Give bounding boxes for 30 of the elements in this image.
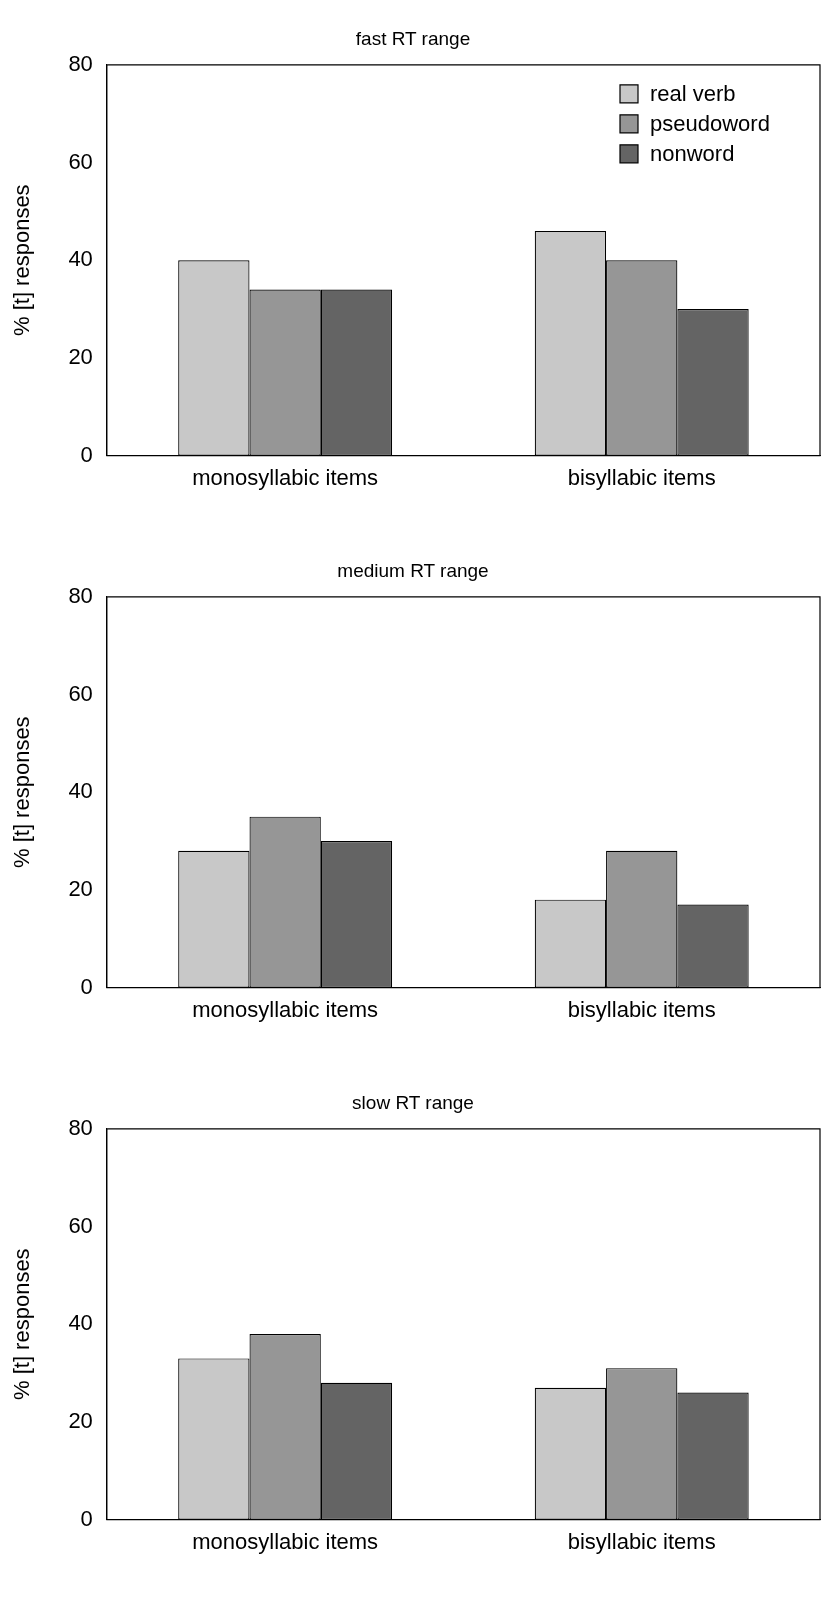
legend-label: pseudoword <box>650 110 770 136</box>
x-tick-label: bisyllabic items <box>567 996 716 1022</box>
legend-label: nonword <box>650 140 735 166</box>
legend-label: real verb <box>650 80 736 106</box>
y-tick-label: 0 <box>80 973 93 999</box>
y-axis-title: % [t] responses <box>9 184 35 337</box>
y-tick-label: 40 <box>68 778 93 804</box>
y-tick-label: 60 <box>68 1212 93 1238</box>
chart-title: fast RT range <box>355 27 471 49</box>
y-tick-label: 20 <box>68 1407 93 1433</box>
y-tick-label: 60 <box>68 148 93 174</box>
x-tick-label: bisyllabic items <box>567 1528 716 1554</box>
x-tick-label: monosyllabic items <box>192 996 379 1022</box>
y-tick-label: 40 <box>68 1310 93 1336</box>
y-tick-label: 60 <box>68 680 93 706</box>
y-tick-label: 0 <box>80 1505 93 1531</box>
x-tick-label: monosyllabic items <box>192 1528 379 1554</box>
y-tick-label: 80 <box>68 582 93 608</box>
y-tick-label: 20 <box>68 875 93 901</box>
x-tick-label: monosyllabic items <box>192 464 379 490</box>
y-tick-label: 40 <box>68 246 93 272</box>
y-tick-label: 80 <box>68 50 93 76</box>
y-tick-label: 0 <box>80 441 93 467</box>
chart-title: medium RT range <box>337 559 489 581</box>
y-tick-label: 20 <box>68 343 93 369</box>
y-axis-title: % [t] responses <box>9 1248 35 1401</box>
y-tick-label: 80 <box>68 1114 93 1140</box>
y-axis-title: % [t] responses <box>9 716 35 869</box>
chart-title: slow RT range <box>352 1091 474 1113</box>
x-tick-label: bisyllabic items <box>567 464 716 490</box>
